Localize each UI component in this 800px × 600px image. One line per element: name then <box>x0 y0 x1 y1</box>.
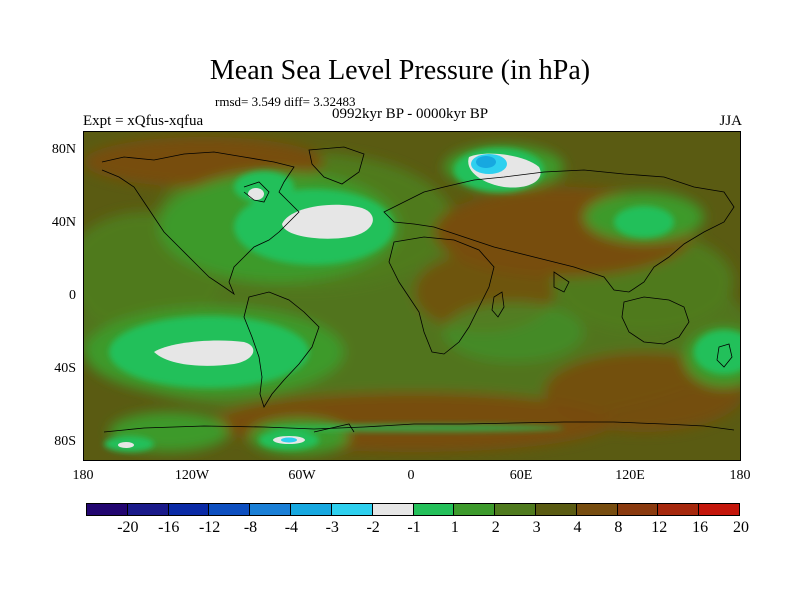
colorbar-label: -3 <box>325 519 339 536</box>
colorbar-swatch <box>699 504 739 515</box>
lat-label: 80S <box>54 434 76 449</box>
colorbar-swatch <box>495 504 536 515</box>
colorbar-label: 1 <box>450 519 459 536</box>
colorbar-swatch <box>658 504 700 515</box>
colorbar-swatch <box>331 504 373 515</box>
colorbar-label: -2 <box>366 519 380 536</box>
colorbar-swatch <box>454 504 496 515</box>
colorbar-label: 12 <box>651 519 668 536</box>
colorbar-label: 8 <box>614 519 623 536</box>
experiment-label: Expt = xQfus-xqfua <box>83 113 204 129</box>
neutral-region <box>154 340 254 366</box>
lon-label: 180 <box>729 468 751 483</box>
colorbar-swatch <box>535 504 577 515</box>
colorbar-swatch <box>291 504 332 515</box>
colorbar-swatch <box>87 504 128 515</box>
time-range-subtitle: 0992kyr BP - 0000kyr BP <box>331 106 489 122</box>
map-title: Mean Sea Level Pressure (in hPa) <box>209 55 591 86</box>
colorbar <box>86 503 740 516</box>
colorbar-label: 3 <box>532 519 541 536</box>
colorbar-label: 4 <box>573 519 582 536</box>
colorbar-label: 2 <box>491 519 500 536</box>
lon-label: 120W <box>174 468 210 483</box>
colorbar-label: -4 <box>284 519 299 536</box>
colorbar-swatch <box>250 504 292 515</box>
lon-label: 0 <box>407 468 415 483</box>
colorbar-swatch <box>576 504 618 515</box>
lat-label: 40S <box>54 361 76 376</box>
lon-label: 60E <box>509 468 533 483</box>
lon-label: 60W <box>288 468 316 483</box>
lon-label: 180 <box>72 468 94 483</box>
colorbar-swatch <box>168 504 210 515</box>
colorbar-label: -12 <box>198 519 221 536</box>
colorbar-swatch <box>617 504 659 515</box>
colorbar-label: -1 <box>407 519 421 536</box>
colorbar-swatch <box>413 504 455 515</box>
neutral-region <box>282 204 373 239</box>
pressure-anomaly-map <box>83 131 741 461</box>
colorbar-label: 20 <box>733 519 749 536</box>
lat-label: 40N <box>51 215 76 230</box>
stats-line: rmsd= 3.549 diff= 3.32483 <box>215 94 356 109</box>
lat-label: 0 <box>69 288 76 303</box>
lat-label: 80N <box>51 142 76 157</box>
colorbar-label: -20 <box>117 519 139 536</box>
season-label: JJA <box>719 113 742 129</box>
colorbar-label: 16 <box>692 519 709 536</box>
lon-label: 120E <box>615 468 645 483</box>
colorbar-label: -8 <box>243 519 258 536</box>
map-svg <box>84 132 740 460</box>
coastlines <box>101 146 735 433</box>
colorbar-swatch <box>372 504 414 515</box>
colorbar-swatch <box>127 504 169 515</box>
colorbar-label: -16 <box>158 519 180 536</box>
colorbar-swatch <box>209 504 251 515</box>
